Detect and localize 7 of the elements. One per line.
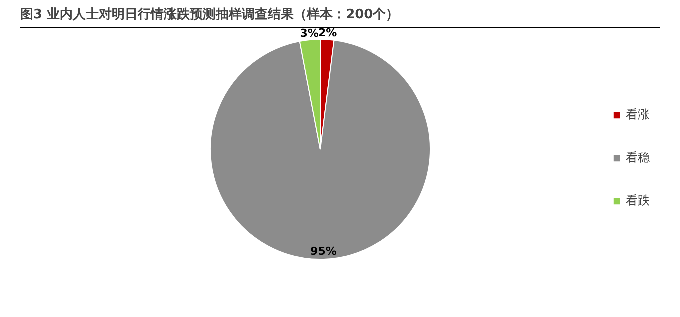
- legend-label: 看稳: [626, 150, 650, 166]
- chart-title: 图3 业内人士对明日行情涨跌预测抽样调查结果（样本：200个）: [20, 8, 400, 22]
- data-label: 3%: [300, 26, 319, 40]
- legend-label: 看跌: [626, 192, 650, 210]
- data-label: 95%: [310, 245, 337, 258]
- data-label: 2%: [318, 26, 338, 40]
- legend-label: 看涨: [626, 106, 650, 124]
